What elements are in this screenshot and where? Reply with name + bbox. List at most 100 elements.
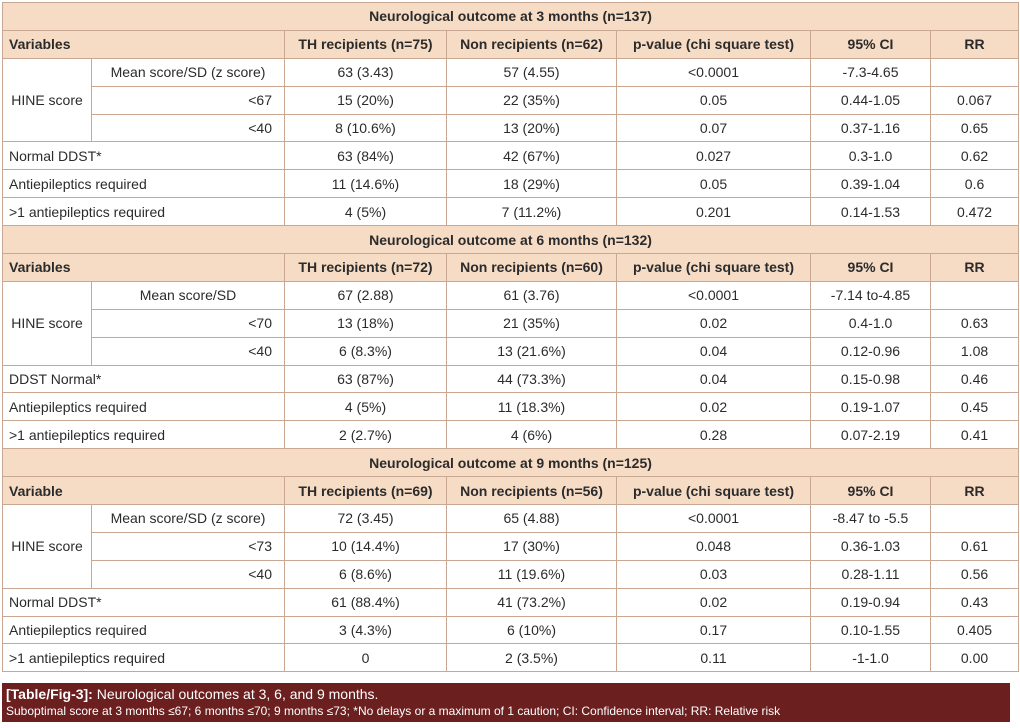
ci-cell: 0.4-1.0 <box>810 308 931 338</box>
p-value-cell: 0.04 <box>616 336 811 366</box>
variable-label: Antiepileptics required <box>2 615 285 645</box>
p-value-cell: <0.0001 <box>616 280 811 310</box>
non-recipients-cell: 42 (67%) <box>446 141 617 171</box>
table-row: Antiepileptics required 3 (4.3%) 6 (10%) 0.… <box>2 615 1020 645</box>
section-title-row: Neurological outcome at 6 months (n=132) <box>1 225 1020 255</box>
non-recipients-cell: 21 (35%) <box>446 308 617 338</box>
caption-title: Neurological outcomes at 3, 6, and 9 mon… <box>92 686 379 702</box>
th-recipients-cell: 2 (2.7%) <box>284 420 447 450</box>
sub-variable-label: <73 <box>91 531 285 561</box>
caption-label: [Table/Fig-3]: <box>6 686 93 702</box>
ci-cell: 0.37-1.16 <box>810 113 931 143</box>
th-recipients-cell: 11 (14.6%) <box>284 169 447 199</box>
non-recipients-cell: 57 (4.55) <box>446 57 617 87</box>
sub-variable-label: <40 <box>91 336 285 366</box>
rr-cell: 0.43 <box>929 587 1020 617</box>
column-header: 95% CI <box>810 476 931 506</box>
table-row: HINE score Mean score/SD 67 (2.88) 61 (3.76… <box>2 280 1020 366</box>
rr-cell: 0.45 <box>929 392 1020 422</box>
column-header-variables: Variables <box>2 253 285 282</box>
section-title: Neurological outcome at 6 months (n=132) <box>1 225 1020 255</box>
sub-variable-label: <40 <box>91 113 285 143</box>
caption-note: Suboptimal score at 3 months ≤67; 6 mont… <box>6 704 781 718</box>
column-header: Non recipients (n=62) <box>446 29 617 59</box>
table-row: <40 6 (8.6%) 11 (19.6%) 0.03 0.28-1.11 0.56 <box>3 559 1020 589</box>
non-recipients-cell: 11 (19.6%) <box>446 559 617 589</box>
variable-label: Antiepileptics required <box>2 169 285 199</box>
table-caption: [Table/Fig-3]: Neurological outcomes at … <box>2 683 1010 722</box>
p-value-cell: 0.28 <box>616 420 811 450</box>
non-recipients-cell: 61 (3.76) <box>446 280 617 310</box>
non-recipients-cell: 13 (20%) <box>446 113 617 143</box>
variable-label: Normal DDST* <box>2 141 285 171</box>
non-recipients-cell: 41 (73.2%) <box>446 587 617 617</box>
column-header: p-value (chi square test) <box>616 29 811 59</box>
column-header-variables: Variable <box>2 476 285 506</box>
rr-cell: 0.00 <box>929 643 1020 673</box>
p-value-cell: 0.11 <box>616 643 811 673</box>
ci-cell: 0.19-0.94 <box>810 587 931 617</box>
outcomes-table-body: Neurological outcome at 3 months (n=137)… <box>1 2 1020 673</box>
outcomes-table: Neurological outcome at 3 months (n=137)… <box>1 2 1020 673</box>
sub-variable-label: <67 <box>91 85 285 115</box>
th-recipients-cell: 8 (10.6%) <box>284 113 447 143</box>
variable-label: DDST Normal* <box>2 364 285 394</box>
ci-cell: 0.12-0.96 <box>810 336 931 366</box>
column-header: RR <box>929 29 1020 59</box>
rr-cell: 0.41 <box>929 420 1020 450</box>
column-header: p-value (chi square test) <box>616 253 811 282</box>
rr-cell: 0.56 <box>929 559 1020 589</box>
th-recipients-cell: 6 (8.6%) <box>284 559 447 589</box>
p-value-cell: 0.17 <box>616 615 811 645</box>
sub-variable-label: Mean score/SD (z score) <box>91 57 285 87</box>
table-row: DDST Normal* 63 (87%) 44 (73.3%) 0.04 0.15-0… <box>2 364 1020 394</box>
non-recipients-cell: 17 (30%) <box>446 531 617 561</box>
th-recipients-cell: 0 <box>284 643 447 673</box>
column-header: TH recipients (n=75) <box>284 29 447 59</box>
section-title: Neurological outcome at 9 months (n=125) <box>1 448 1020 478</box>
non-recipients-cell: 13 (21.6%) <box>446 336 617 366</box>
th-recipients-cell: 3 (4.3%) <box>284 615 447 645</box>
th-recipients-cell: 15 (20%) <box>284 85 447 115</box>
variable-label: Antiepileptics required <box>2 392 285 422</box>
section-title: Neurological outcome at 3 months (n=137) <box>1 2 1020 31</box>
p-value-cell: 0.02 <box>616 587 811 617</box>
column-header: RR <box>929 253 1020 282</box>
p-value-cell: 0.05 <box>616 169 811 199</box>
column-header: 95% CI <box>810 29 931 59</box>
hine-score-label: HINE score <box>2 57 92 143</box>
table-row: Normal DDST* 63 (84%) 42 (67%) 0.027 0.3-1.0… <box>2 141 1020 171</box>
th-recipients-cell: 63 (3.43) <box>284 57 447 87</box>
table-row: >1 antiepileptics required 2 (2.7%) 4 (6%)… <box>2 420 1020 450</box>
section-title-row: Neurological outcome at 3 months (n=137) <box>1 2 1020 31</box>
non-recipients-cell: 44 (73.3%) <box>446 364 617 394</box>
rr-cell: 0.63 <box>929 308 1020 338</box>
column-header-row: Variables TH recipients (n=72) Non recipie… <box>2 253 1020 282</box>
rr-cell: 0.61 <box>929 531 1020 561</box>
non-recipients-cell: 11 (18.3%) <box>446 392 617 422</box>
th-recipients-cell: 72 (3.45) <box>284 504 447 533</box>
ci-cell: 0.07-2.19 <box>810 420 931 450</box>
th-recipients-cell: 67 (2.88) <box>284 280 447 310</box>
rr-cell <box>929 504 1020 533</box>
ci-cell: -8.47 to -5.5 <box>810 504 931 533</box>
column-header-variables: Variables <box>2 29 285 59</box>
sub-variable-label: <70 <box>91 308 285 338</box>
ci-cell: 0.15-0.98 <box>810 364 931 394</box>
table-row: Normal DDST* 61 (88.4%) 41 (73.2%) 0.02 0.19… <box>2 587 1020 617</box>
sub-variable-label: <40 <box>91 559 285 589</box>
rr-cell: 1.08 <box>929 336 1020 366</box>
ci-cell: -7.14 to-4.85 <box>810 280 931 310</box>
variable-label: >1 antiepileptics required <box>2 197 285 227</box>
p-value-cell: 0.07 <box>616 113 811 143</box>
column-header: TH recipients (n=72) <box>284 253 447 282</box>
table-row: >1 antiepileptics required 4 (5%) 7 (11.2%… <box>2 197 1020 227</box>
ci-cell: 0.36-1.03 <box>810 531 931 561</box>
ci-cell: -7.3-4.65 <box>810 57 931 87</box>
sub-variable-label: Mean score/SD <box>91 280 285 310</box>
non-recipients-cell: 65 (4.88) <box>446 504 617 533</box>
rr-cell: 0.6 <box>929 169 1020 199</box>
ci-cell: 0.39-1.04 <box>810 169 931 199</box>
rr-cell: 0.62 <box>929 141 1020 171</box>
p-value-cell: 0.02 <box>616 308 811 338</box>
